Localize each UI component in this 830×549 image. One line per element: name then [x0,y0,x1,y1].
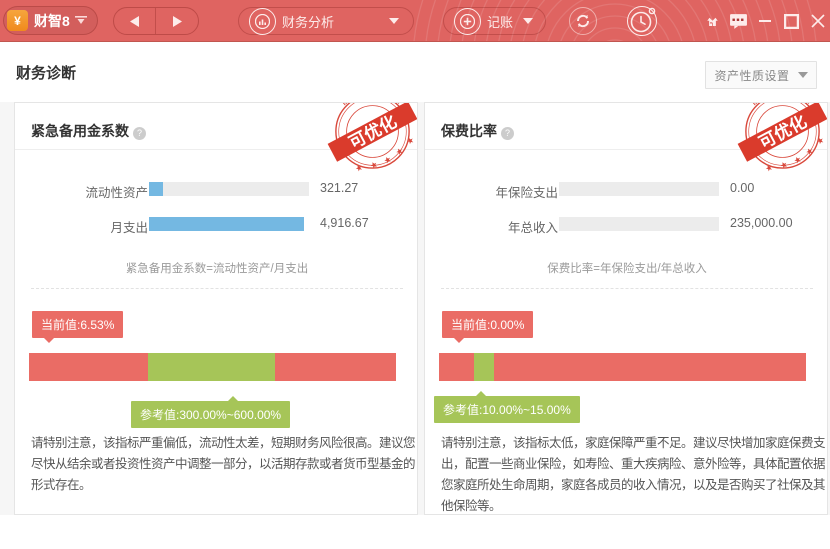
svg-text:MONEY SMART: MONEY SMART [341,102,404,107]
svg-text:MONEY SMART: MONEY SMART [751,102,814,107]
svg-text:可优化: 可优化 [346,111,401,153]
svg-text:可优化: 可优化 [756,111,811,153]
